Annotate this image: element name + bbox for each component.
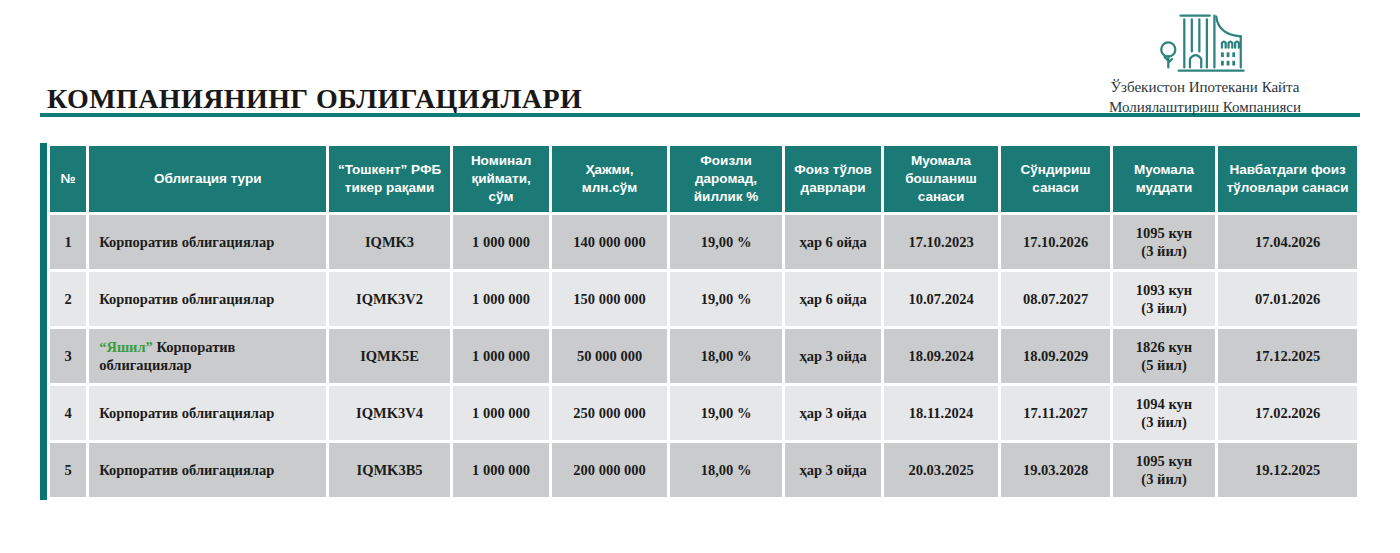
ticker-cell: IQMK3B5 — [329, 443, 450, 497]
duration-days: 1826 кун — [1136, 339, 1192, 355]
duration-days: 1095 кун — [1136, 453, 1192, 469]
row-number-cell: 2 — [50, 272, 86, 326]
nominal-cell: 1 000 000 — [453, 272, 549, 326]
start-date-cell: 18.09.2024 — [884, 329, 999, 383]
duration-cell: 1094 кун (3 йил) — [1113, 386, 1215, 440]
next-payment-cell: 19.12.2025 — [1218, 443, 1357, 497]
payment-period-cell: ҳар 6 ойда — [785, 272, 880, 326]
nominal-cell: 1 000 000 — [453, 386, 549, 440]
volume-cell: 250 000 000 — [552, 386, 667, 440]
ticker-cell: IQMK3 — [329, 215, 450, 269]
start-date-cell: 17.10.2023 — [884, 215, 999, 269]
bond-type-cell: Корпоратив облигациялар — [89, 386, 326, 440]
table-row: 1 Корпоратив облигациялар IQMK3 1 000 00… — [50, 215, 1357, 269]
next-payment-cell: 17.04.2026 — [1218, 215, 1357, 269]
rate-cell: 18,00 % — [670, 443, 783, 497]
table-row: 2 Корпоратив облигациялар IQMK3V2 1 000 … — [50, 272, 1357, 326]
payment-period-cell: ҳар 3 ойда — [785, 386, 880, 440]
company-name-line2: Молиялаштириш Компанияси — [1040, 98, 1370, 118]
bond-type-cell: “Яшил” Корпоратив облигациялар — [89, 329, 326, 383]
payment-period-cell: ҳар 3 ойда — [785, 329, 880, 383]
bonds-table: № Облигация тури “Тошкент” РФБ тикер рақ… — [47, 143, 1360, 500]
company-name-line1: Ўзбекистон Ипотекани Кайта — [1040, 78, 1370, 98]
duration-cell: 1093 кун (3 йил) — [1113, 272, 1215, 326]
rate-cell: 18,00 % — [670, 329, 783, 383]
duration-days: 1094 кун — [1136, 396, 1192, 412]
duration-cell: 1095 кун (3 йил) — [1113, 215, 1215, 269]
duration-years: (3 йил) — [1141, 300, 1186, 316]
company-logo: Ўзбекистон Ипотекани Кайта Молиялаштириш… — [1040, 10, 1370, 117]
col-header-number: № — [50, 146, 86, 212]
rate-cell: 19,00 % — [670, 386, 783, 440]
nominal-cell: 1 000 000 — [453, 329, 549, 383]
next-payment-cell: 17.12.2025 — [1218, 329, 1357, 383]
page-title: КОМПАНИЯНИНГ ОБЛИГАЦИЯЛАРИ — [47, 83, 582, 115]
maturity-date-cell: 19.03.2028 — [1001, 443, 1110, 497]
next-payment-cell: 07.01.2026 — [1218, 272, 1357, 326]
start-date-cell: 10.07.2024 — [884, 272, 999, 326]
duration-years: (3 йил) — [1141, 414, 1186, 430]
ticker-cell: IQMK3V4 — [329, 386, 450, 440]
green-bond-label: “Яшил” — [99, 339, 153, 355]
maturity-date-cell: 08.07.2027 — [1001, 272, 1110, 326]
col-header-nominal: Номинал қиймати, сўм — [453, 146, 549, 212]
table-header-row: № Облигация тури “Тошкент” РФБ тикер рақ… — [50, 146, 1357, 212]
duration-cell: 1095 кун (3 йил) — [1113, 443, 1215, 497]
volume-cell: 140 000 000 — [552, 215, 667, 269]
bond-type-cell: Корпоратив облигациялар — [89, 272, 326, 326]
col-header-start-date: Муомала бошланиш санаси — [884, 146, 999, 212]
maturity-date-cell: 18.09.2029 — [1001, 329, 1110, 383]
maturity-date-cell: 17.11.2027 — [1001, 386, 1110, 440]
maturity-date-cell: 17.10.2026 — [1001, 215, 1110, 269]
volume-cell: 200 000 000 — [552, 443, 667, 497]
duration-years: (3 йил) — [1141, 243, 1186, 259]
col-header-maturity-date: Сўндириш санаси — [1001, 146, 1110, 212]
row-number-cell: 3 — [50, 329, 86, 383]
bond-type-text: Корпоратив облигациялар — [99, 234, 274, 250]
ticker-cell: IQMK3V2 — [329, 272, 450, 326]
payment-period-cell: ҳар 6 ойда — [785, 215, 880, 269]
bond-type-text: Корпоратив облигациялар — [99, 462, 274, 478]
duration-years: (3 йил) — [1141, 471, 1186, 487]
duration-days: 1093 кун — [1136, 282, 1192, 298]
row-number-cell: 5 — [50, 443, 86, 497]
duration-days: 1095 кун — [1136, 225, 1192, 241]
rate-cell: 19,00 % — [670, 272, 783, 326]
volume-cell: 150 000 000 — [552, 272, 667, 326]
col-header-volume: Ҳажми, млн.сўм — [552, 146, 667, 212]
col-header-bond-type: Облигация тури — [89, 146, 326, 212]
duration-cell: 1826 кун (5 йил) — [1113, 329, 1215, 383]
bond-type-text: Корпоратив облигациялар — [99, 291, 274, 307]
col-header-ticker: “Тошкент” РФБ тикер рақами — [329, 146, 450, 212]
start-date-cell: 20.03.2025 — [884, 443, 999, 497]
bond-type-text: Корпоратив облигациялар — [99, 405, 274, 421]
row-number-cell: 4 — [50, 386, 86, 440]
table-row: 5 Корпоратив облигациялар IQMK3B5 1 000 … — [50, 443, 1357, 497]
bond-type-cell: Корпоратив облигациялар — [89, 215, 326, 269]
rate-cell: 19,00 % — [670, 215, 783, 269]
payment-period-cell: ҳар 3 ойда — [785, 443, 880, 497]
start-date-cell: 18.11.2024 — [884, 386, 999, 440]
col-header-duration: Муомала муддати — [1113, 146, 1215, 212]
col-header-next-payment: Навбатдаги фоиз тўловлари санаси — [1218, 146, 1357, 212]
duration-years: (5 йил) — [1141, 357, 1186, 373]
nominal-cell: 1 000 000 — [453, 443, 549, 497]
buildings-bridge-tree-icon — [1157, 10, 1253, 74]
bonds-table-wrap: № Облигация тури “Тошкент” РФБ тикер рақ… — [40, 143, 1360, 500]
table-row: 4 Корпоратив облигациялар IQMK3V4 1 000 … — [50, 386, 1357, 440]
next-payment-cell: 17.02.2026 — [1218, 386, 1357, 440]
col-header-rate: Фоизли даромад, йиллик % — [670, 146, 783, 212]
col-header-payment-period: Фоиз тўлов даврлари — [785, 146, 880, 212]
table-row: 3 “Яшил” Корпоратив облигациялар IQMK5E … — [50, 329, 1357, 383]
ticker-cell: IQMK5E — [329, 329, 450, 383]
nominal-cell: 1 000 000 — [453, 215, 549, 269]
volume-cell: 50 000 000 — [552, 329, 667, 383]
bond-type-cell: Корпоратив облигациялар — [89, 443, 326, 497]
row-number-cell: 1 — [50, 215, 86, 269]
